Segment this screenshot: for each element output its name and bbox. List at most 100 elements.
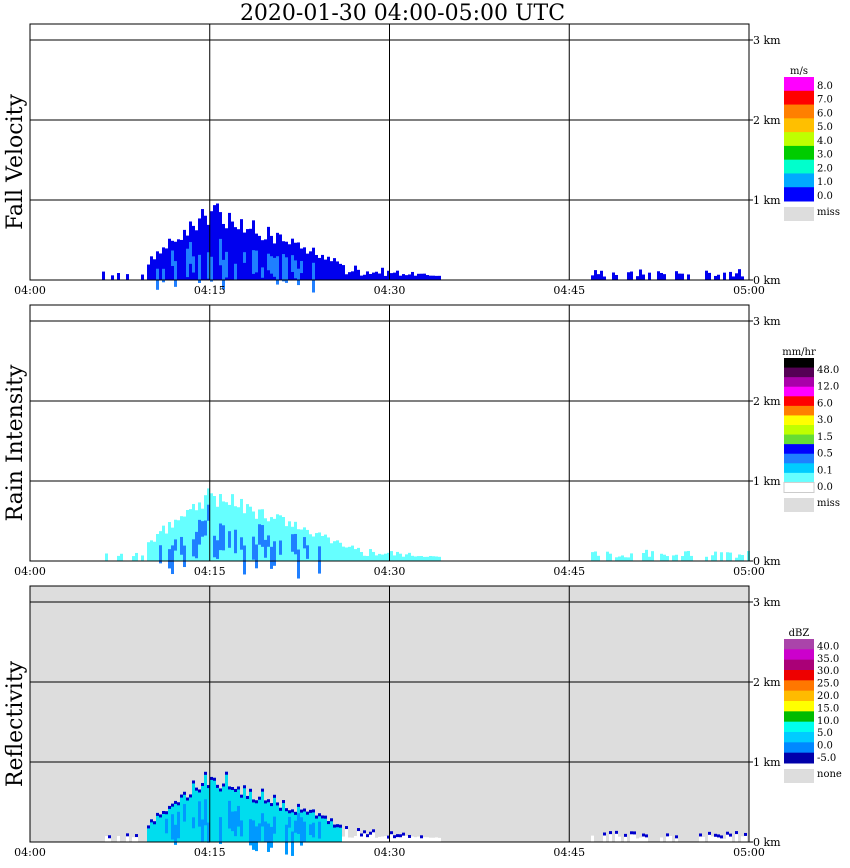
legend-swatch: [784, 396, 814, 407]
legend-swatch: [784, 377, 814, 388]
x-tick-label: 04:30: [374, 565, 406, 578]
legend-label: 3.0: [817, 150, 833, 161]
color-legend: dBZ 40.0 35.030.0 25.020.015.0 10.05.0 0.0-5.…: [784, 628, 842, 783]
legend-swatch: [784, 711, 814, 723]
legend-swatch: [784, 145, 814, 161]
x-tick-label: 04:00: [14, 284, 46, 297]
color-legend: m/s 8.0 7.0 6.0 5.0 4.0 3.0 2.0 1.0 0.0 miss: [784, 66, 840, 221]
legend-swatch: [784, 405, 814, 416]
legend-missing-swatch: [784, 207, 814, 221]
legend-swatch: [784, 463, 814, 474]
legend-swatch: [784, 680, 814, 692]
legend-swatch: [784, 690, 814, 702]
legend-label: 3.0: [817, 415, 833, 426]
legend-swatch: [784, 453, 814, 464]
legend-swatch: [784, 639, 814, 650]
legend-swatch: [784, 118, 814, 133]
legend-swatch: [784, 132, 814, 147]
x-tick-label: 04:30: [374, 846, 406, 859]
legend-label: 6.0: [817, 108, 833, 119]
legend-label: 15.0: [817, 703, 839, 714]
legend-missing-label: none: [817, 769, 842, 780]
legend-swatch: [783, 481, 815, 493]
legend-label: 30.0: [817, 666, 839, 677]
legend-swatch: [784, 434, 814, 445]
x-tick-label: 04:45: [553, 565, 585, 578]
legend-swatch: [784, 386, 814, 397]
legend-swatch: [784, 367, 814, 378]
legend-swatch: [784, 701, 814, 712]
legend-swatch: [784, 721, 814, 733]
legend-missing-swatch: [784, 769, 814, 783]
x-tick-label: 04:45: [553, 846, 585, 859]
legend-label: 1.0: [817, 177, 833, 188]
panel-fall-velocity: Fall Velocity 04:00 04:15 04:30 04:45 05:000 …: [3, 23, 840, 297]
y-tick-label: 2 km: [753, 395, 781, 408]
legend-label: 40.0: [817, 641, 839, 652]
data-field: [105, 488, 750, 579]
legend-label: 2.0: [817, 163, 833, 174]
legend-label: 0.0: [817, 191, 833, 202]
legend-label: 7.0: [817, 95, 833, 106]
legend-swatch: [784, 444, 814, 455]
x-tick-label: 05:00: [733, 565, 765, 578]
y-tick-label: 1 km: [753, 475, 781, 488]
y-axis-label: Rain Intensity: [3, 364, 28, 521]
y-tick-label: 3 km: [753, 596, 781, 609]
x-tick-label: 04:00: [14, 846, 46, 859]
legend-missing-label: miss: [817, 207, 840, 218]
y-tick-label: 2 km: [753, 676, 781, 689]
x-tick-label: 05:00: [733, 284, 765, 297]
y-tick-label: 2 km: [753, 114, 781, 127]
legend-swatch: [784, 187, 814, 202]
legend-swatch: [784, 649, 814, 661]
legend-swatch: [784, 425, 814, 436]
legend-label: 5.0: [817, 728, 833, 739]
plot-frame: [29, 304, 750, 562]
legend-label: 1.5: [817, 432, 833, 443]
legend-label: 5.0: [817, 122, 833, 133]
legend-swatch: [784, 173, 814, 188]
y-axis-label: Fall Velocity: [3, 94, 28, 230]
legend-label: 4.0: [817, 136, 833, 147]
legend-unit: mm/hr: [782, 347, 816, 358]
x-tick-label: 05:00: [733, 846, 765, 859]
y-axis-label: Reflectivity: [3, 660, 28, 787]
legend-swatch: [784, 358, 814, 369]
legend-label: 0.1: [817, 465, 833, 476]
data-field: [102, 203, 744, 293]
data-field: [105, 771, 747, 856]
legend-swatch: [784, 752, 814, 764]
legend-swatch: [784, 659, 814, 671]
panel-reflectivity: Reflectivity 04:00 04:15 04:30 04:45 05:000 k…: [3, 585, 842, 859]
legend-unit: m/s: [790, 66, 808, 77]
legend-swatch: [784, 742, 814, 754]
legend-label: 6.0: [817, 398, 833, 409]
legend-swatch: [784, 159, 814, 174]
legend-label: 25.0: [817, 679, 839, 690]
y-tick-label: 0 km: [753, 555, 781, 568]
legend-label: 48.0: [817, 365, 839, 376]
x-tick-label: 04:30: [374, 284, 406, 297]
plot-frame: [29, 585, 750, 843]
legend-missing-label: miss: [817, 498, 840, 509]
grid: [30, 305, 749, 561]
x-tick-label: 04:15: [194, 846, 226, 859]
legend-label: 35.0: [817, 654, 839, 665]
legend-swatch: [784, 77, 814, 92]
x-tick-label: 04:00: [14, 565, 46, 578]
plot-frame: [29, 23, 750, 281]
y-tick-label: 1 km: [753, 194, 781, 207]
y-tick-label: 1 km: [753, 756, 781, 769]
legend-label: 10.0: [817, 716, 839, 727]
legend-label: 0.5: [817, 449, 833, 460]
grid: [30, 586, 749, 842]
legend-label: 20.0: [817, 691, 839, 702]
legend-swatch: [784, 472, 814, 483]
legend-swatch: [784, 415, 814, 426]
y-tick-label: 3 km: [753, 34, 781, 47]
grid: [30, 24, 749, 280]
legend-swatch: [784, 90, 814, 106]
legend-label: 0.0: [817, 741, 833, 752]
